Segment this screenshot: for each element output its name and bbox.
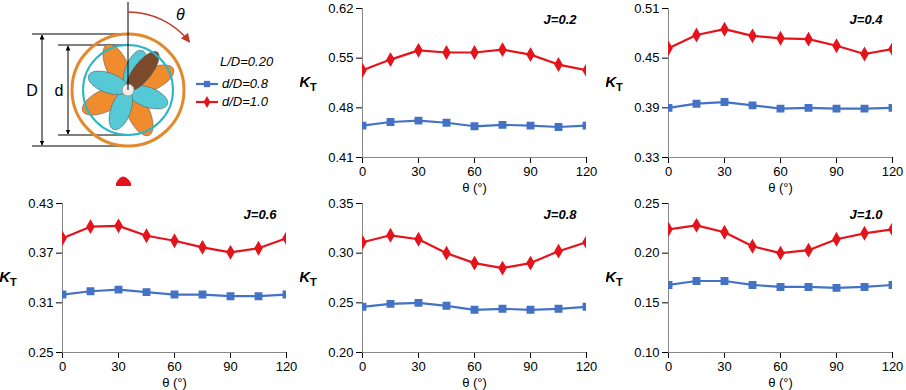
svg-text:60: 60 [467,164,481,179]
svg-text:30: 30 [717,359,731,374]
svg-text:KT: KT [300,268,317,288]
svg-text:90: 90 [523,164,537,179]
svg-text:0.41: 0.41 [328,150,353,165]
svg-text:KT: KT [300,73,317,93]
svg-text:0.25: 0.25 [328,295,353,310]
svg-text:θ (°): θ (°) [462,180,487,195]
svg-text:0: 0 [359,359,366,374]
svg-text:60: 60 [467,359,481,374]
svg-text:J=1.0: J=1.0 [850,207,884,222]
svg-text:120: 120 [882,359,904,374]
svg-text:L/D=0.20: L/D=0.20 [220,54,274,69]
svg-text:0: 0 [665,359,672,374]
svg-text:0.43: 0.43 [28,196,53,211]
svg-text:90: 90 [223,359,237,374]
svg-text:60: 60 [773,164,787,179]
svg-text:θ (°): θ (°) [768,180,793,195]
svg-text:0.15: 0.15 [634,295,659,310]
svg-text:120: 120 [276,359,298,374]
svg-text:0.48: 0.48 [328,100,353,115]
svg-text:0.10: 0.10 [634,345,659,360]
svg-text:J=0.8: J=0.8 [544,207,578,222]
svg-text:0.62: 0.62 [328,1,353,16]
svg-text:0.37: 0.37 [28,245,53,260]
svg-text:0.51: 0.51 [634,1,659,16]
svg-text:0.35: 0.35 [328,196,353,211]
svg-text:0: 0 [665,164,672,179]
svg-text:d: d [55,82,64,99]
svg-text:0.20: 0.20 [328,345,353,360]
svg-text:J=0.6: J=0.6 [244,207,278,222]
svg-text:0.25: 0.25 [28,345,53,360]
svg-text:0.39: 0.39 [634,100,659,115]
svg-text:120: 120 [576,359,598,374]
svg-text:120: 120 [882,164,904,179]
svg-text:KT: KT [606,268,623,288]
svg-text:d/D=1.0: d/D=1.0 [222,94,269,109]
svg-text:30: 30 [411,359,425,374]
svg-text:0.45: 0.45 [634,50,659,65]
svg-text:90: 90 [523,359,537,374]
svg-text:θ (°): θ (°) [162,375,187,390]
svg-text:0: 0 [359,164,366,179]
svg-text:30: 30 [717,164,731,179]
svg-text:0.33: 0.33 [634,150,659,165]
svg-text:0.20: 0.20 [634,245,659,260]
svg-text:0.31: 0.31 [28,295,53,310]
svg-text:0.55: 0.55 [328,50,353,65]
svg-text:θ: θ [176,6,185,23]
svg-text:90: 90 [829,359,843,374]
svg-text:D: D [26,82,38,99]
svg-text:KT: KT [606,73,623,93]
svg-text:θ (°): θ (°) [462,375,487,390]
svg-text:0.25: 0.25 [634,196,659,211]
svg-text:J=0.4: J=0.4 [850,12,884,27]
svg-text:d/D=0.8: d/D=0.8 [222,76,269,91]
svg-text:60: 60 [167,359,181,374]
svg-text:0.30: 0.30 [328,245,353,260]
svg-text:KT: KT [0,268,17,288]
svg-text:J=0.2: J=0.2 [544,12,578,27]
svg-text:θ (°): θ (°) [768,375,793,390]
svg-text:30: 30 [411,164,425,179]
svg-text:0: 0 [59,359,66,374]
svg-text:30: 30 [111,359,125,374]
svg-text:90: 90 [829,164,843,179]
svg-text:60: 60 [773,359,787,374]
svg-text:120: 120 [576,164,598,179]
